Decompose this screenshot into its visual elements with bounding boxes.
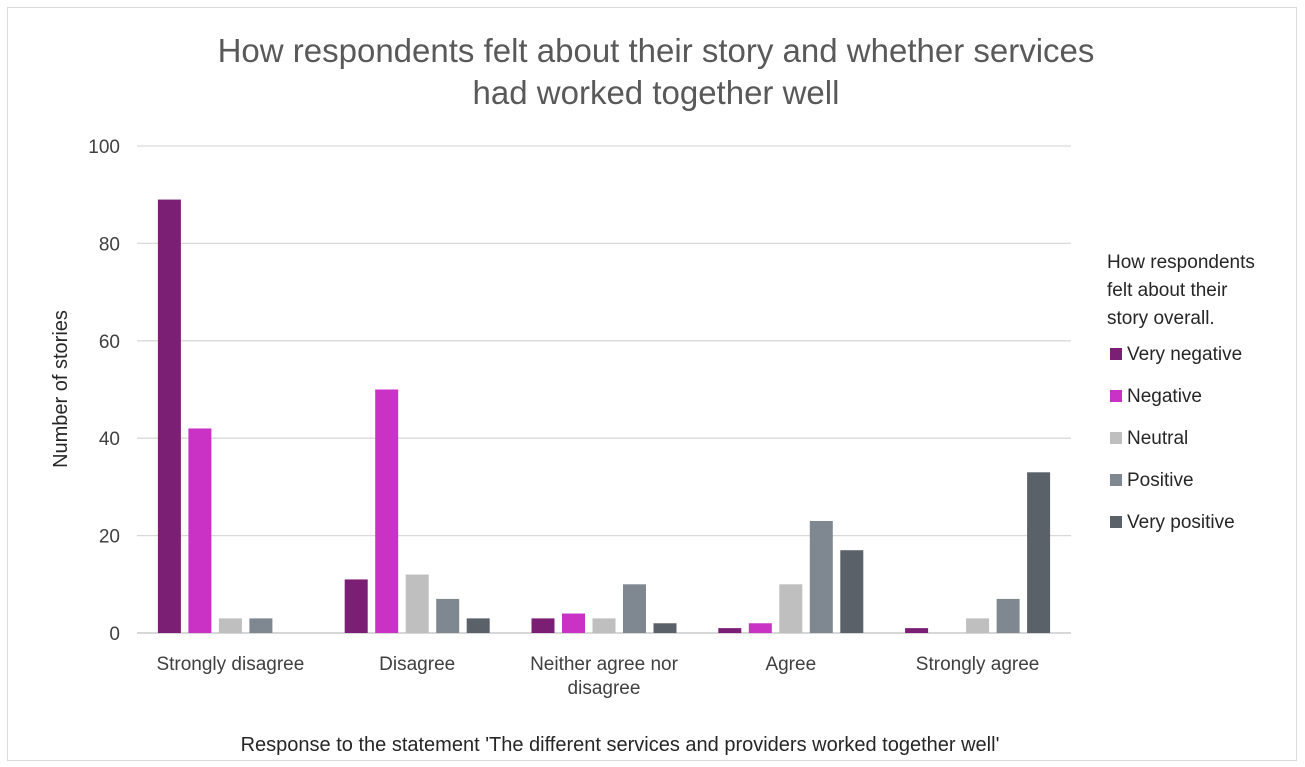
- bar: [188, 428, 212, 633]
- bar: [157, 199, 181, 633]
- bar: [218, 618, 242, 633]
- bar: [562, 613, 585, 633]
- y-axis-title: Number of stories: [50, 310, 72, 468]
- bar: [436, 598, 460, 633]
- bar: [344, 579, 368, 633]
- legend-label: Positive: [1127, 470, 1194, 491]
- gridlines: [137, 145, 1071, 634]
- legend-label: Very negative: [1127, 344, 1242, 365]
- bar: [653, 623, 677, 633]
- bar: [592, 618, 616, 633]
- legend-label: Neutral: [1127, 428, 1188, 449]
- x-axis-ticks: Strongly disagree Disagree Neither agree n…: [156, 654, 1039, 699]
- legend-label: Very positive: [1127, 512, 1235, 533]
- x-tick-label: Strongly disagree: [156, 654, 304, 675]
- x-axis-title: Response to the statement 'The different…: [241, 734, 1000, 756]
- bar: [249, 618, 273, 633]
- legend-swatch: [1110, 348, 1122, 360]
- bar: [905, 628, 929, 633]
- legend-swatch: [1110, 516, 1122, 528]
- y-axis-ticks: 0 20 40 60 80 100: [88, 137, 120, 645]
- legend: How respondents felt about their story o…: [1107, 252, 1255, 533]
- chart-title-line-1: How respondents felt about their story a…: [218, 32, 1095, 69]
- x-tick-label: Disagree: [379, 654, 455, 675]
- chart-frame: [7, 7, 1297, 761]
- y-tick-label: 0: [109, 624, 120, 645]
- bar: [466, 618, 490, 633]
- bar: [531, 618, 555, 633]
- bar: [779, 584, 803, 633]
- y-tick-label: 80: [99, 234, 120, 255]
- chart-title-line-2: had worked together well: [473, 74, 840, 111]
- x-tick-label: Strongly agree: [916, 654, 1040, 675]
- bar: [966, 618, 990, 633]
- legend-swatch: [1110, 390, 1122, 402]
- bar: [375, 389, 399, 633]
- bar: [748, 623, 772, 633]
- bar: [1027, 472, 1051, 633]
- legend-title-line-1: How respondents: [1107, 252, 1255, 273]
- bar: [405, 574, 429, 633]
- y-tick-label: 20: [99, 527, 120, 548]
- y-tick-label: 60: [99, 332, 120, 353]
- y-tick-label: 100: [88, 137, 120, 158]
- bar: [840, 550, 864, 633]
- legend-items: Very negative Negative Neutral Positive Very…: [1110, 344, 1242, 533]
- x-tick-label: disagree: [568, 678, 641, 699]
- bar: [718, 628, 742, 633]
- bar: [809, 520, 833, 633]
- legend-label: Negative: [1127, 386, 1202, 407]
- y-tick-label: 40: [99, 429, 120, 450]
- bar: [623, 584, 646, 633]
- legend-swatch: [1110, 432, 1122, 444]
- chart-title: How respondents felt about their story a…: [218, 32, 1095, 111]
- legend-swatch: [1110, 474, 1122, 486]
- x-tick-label: Agree: [765, 654, 816, 675]
- legend-title-line-2: felt about their: [1107, 280, 1228, 301]
- legend-title-line-3: story overall.: [1107, 308, 1215, 329]
- x-tick-label: Neither agree nor: [530, 654, 679, 675]
- bar: [996, 598, 1020, 633]
- bars: [157, 199, 1051, 633]
